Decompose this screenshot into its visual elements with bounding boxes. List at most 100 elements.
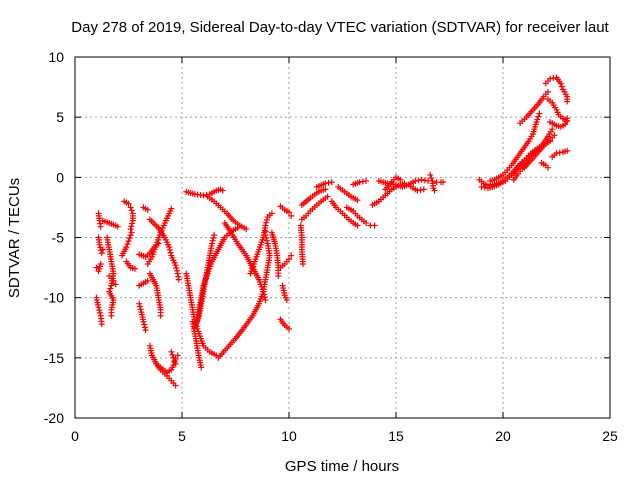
series-track-03 [93,260,104,275]
data-point [420,186,427,193]
data-point [557,80,564,87]
data-point [417,186,424,193]
data-point [262,297,269,304]
data-point [275,273,282,280]
series-track-32 [277,316,292,332]
data-point [110,277,117,284]
data-point [260,288,267,295]
series-track-04 [93,294,105,328]
data-point [126,235,133,242]
data-point [264,240,271,247]
series-track-37 [297,222,306,267]
data-point [114,223,121,230]
series-track-31 [277,203,295,219]
data-point [268,210,275,217]
series-track-45 [375,176,432,190]
data-point [99,246,106,253]
data-point [157,312,164,319]
data-point [96,241,103,248]
series-track-41 [343,204,370,227]
data-point [169,351,176,358]
series-track-58 [542,74,571,105]
data-point [263,216,270,223]
data-point [322,186,329,193]
data-point [108,282,115,289]
data-point [209,237,216,244]
data-point [359,178,366,185]
series-track-47 [405,181,427,194]
x-axis-label: GPS time / hours [285,458,399,475]
series-track-08 [119,229,135,259]
x-tick-labels: 0 5 10 15 20 25 [71,428,618,444]
data-point [286,325,292,332]
data-point [127,226,134,233]
x-tick-label: 5 [178,428,186,444]
data-point [211,232,218,239]
data-point [431,187,438,194]
data-point [412,177,419,184]
y-axis-label: SDTVAR / TECUs [6,178,23,298]
data-point [112,281,119,288]
data-point [172,360,179,367]
data-point [219,187,226,194]
data-point [175,276,182,283]
series-track-61 [549,147,571,160]
series-track-16 [144,205,175,267]
series-track-43 [367,222,378,229]
data-point [243,226,250,233]
data-point [173,264,180,271]
data-point [324,193,331,200]
data-point [262,222,269,229]
data-point [125,238,132,245]
data-point [427,171,434,178]
data-point [172,262,179,269]
data-point [128,223,135,230]
series-track-02 [95,234,106,257]
data-point [328,179,335,186]
data-point [168,348,175,355]
data-point [174,267,181,274]
data-point [549,126,556,133]
y-tick-label: 0 [56,169,64,185]
data-point [144,206,151,213]
data-point [563,118,570,125]
series-track-40 [335,183,361,204]
data-point [564,98,571,105]
series-track-09 [121,198,136,233]
x-tick-label: 20 [495,428,511,444]
series-track-57 [517,88,551,127]
data-point [288,252,295,259]
data-point [131,265,138,272]
data-point [96,307,103,314]
data-point [263,219,270,226]
data-point [261,294,268,301]
data-point [288,212,295,219]
data-point [553,150,560,157]
data-point [421,177,428,184]
data-point [140,318,147,325]
data-point [414,187,421,194]
data-point [354,222,361,229]
data-point [558,83,565,90]
chart-title: Day 278 of 2019, Sidereal Day-to-day VTE… [71,19,609,36]
series-track-49 [433,179,447,186]
data-point [141,321,148,328]
data-point [107,285,114,292]
series-track-33 [279,282,290,304]
data-point [167,249,174,256]
data-point [534,116,541,123]
data-point [286,209,292,216]
y-tick-labels: -20 -15 -10 -5 0 5 10 [44,49,64,426]
data-point [174,352,181,359]
data-point [322,180,329,187]
data-point [128,207,135,214]
data-point [299,260,306,267]
y-tick-label: -10 [44,290,64,306]
data-point [564,115,571,122]
y-tick-label: 5 [56,109,64,125]
series-track-44 [369,180,408,209]
data-point [108,312,115,319]
series-track-20 [168,348,179,367]
data-point [93,264,100,271]
